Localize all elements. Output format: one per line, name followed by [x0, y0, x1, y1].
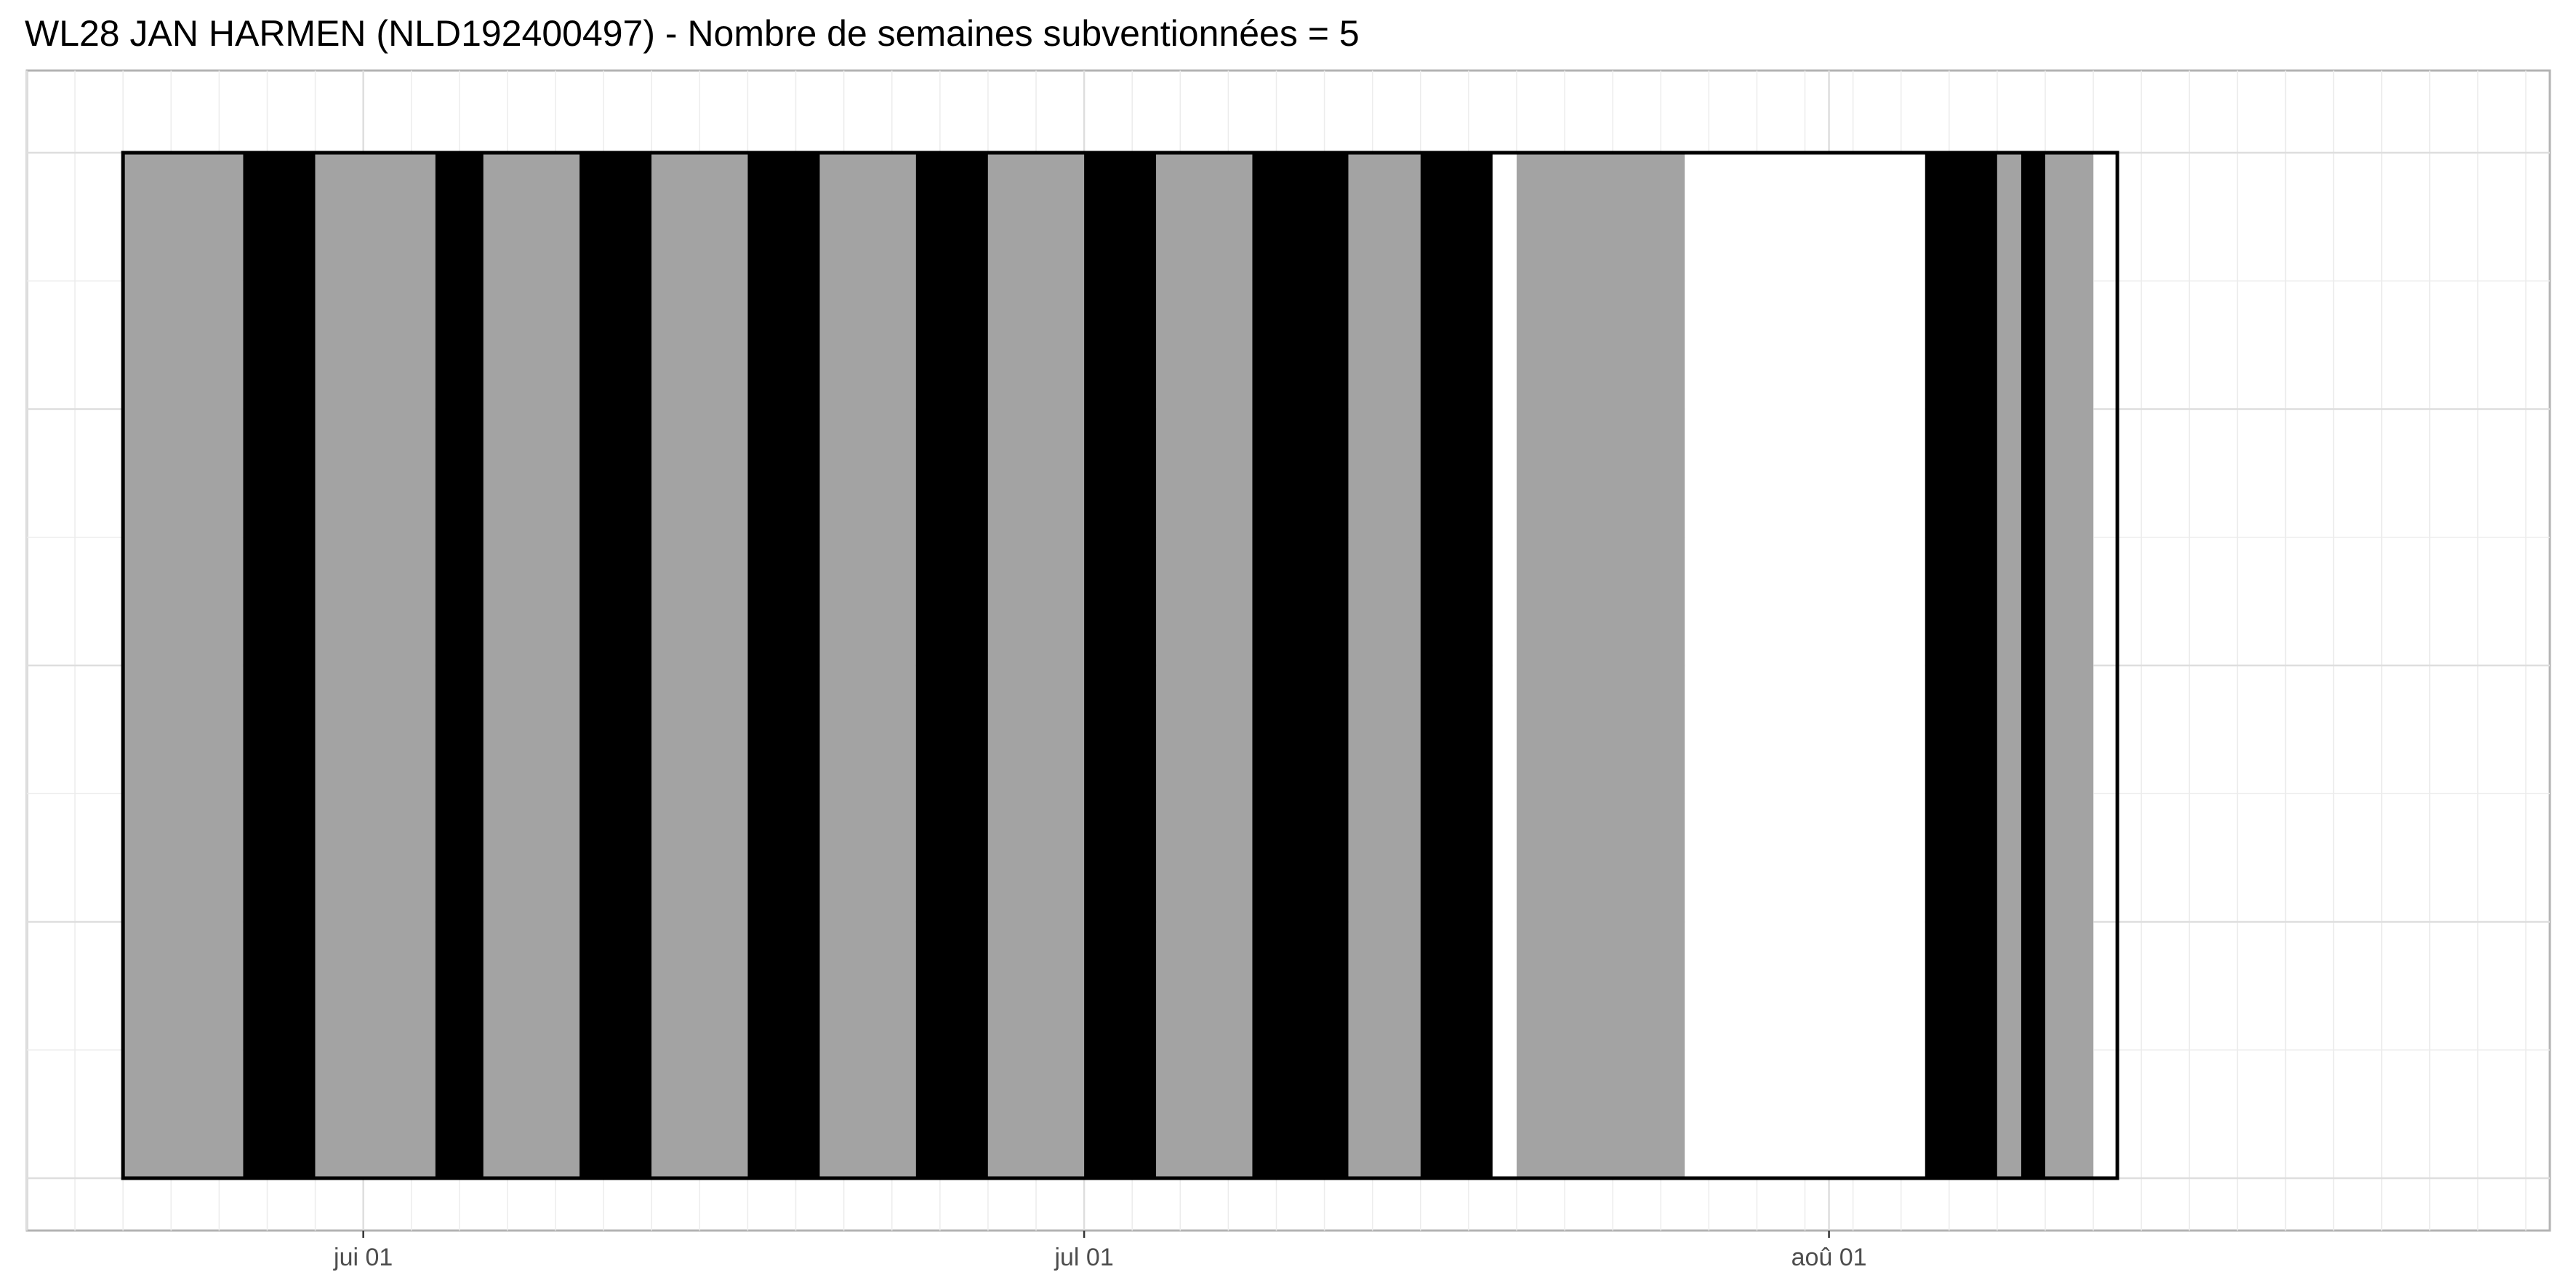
timeline-segment-gray [987, 153, 1085, 1178]
timeline-outline-group [121, 151, 2119, 1180]
timeline-segment-gray [1516, 153, 1685, 1178]
timeline-segment-black [1420, 153, 1493, 1178]
timeline-segment-gray [651, 153, 748, 1178]
timeline-segment-gray [2045, 153, 2094, 1178]
timeline-segment-black [915, 153, 988, 1178]
timeline-segment-black [1925, 153, 1997, 1178]
chart-title: WL28 JAN HARMEN (NLD192400497) - Nombre … [25, 13, 1360, 54]
timeline-segment-black [243, 153, 316, 1178]
x-axis: jui 01 jul 01 aoû 01 [333, 1231, 1867, 1271]
timeline-segments [123, 153, 2094, 1178]
timeline-segment-gray [483, 153, 580, 1178]
timeline-segment-white [1492, 153, 1517, 1178]
timeline-segment-black [747, 153, 820, 1178]
x-axis-tick-label: jui 01 [333, 1244, 393, 1271]
timeline-segment-black [2021, 153, 2045, 1178]
timeline-segment-gray [123, 153, 244, 1178]
timeline-outline [121, 151, 2119, 1180]
timeline-segment-white [1685, 153, 1925, 1178]
timeline-segment-gray [315, 153, 436, 1178]
timeline-segment-gray [1997, 153, 2021, 1178]
timeline-segment-gray [819, 153, 916, 1178]
timeline-segment-black [579, 153, 652, 1178]
timeline-segment-black [1084, 153, 1157, 1178]
timeline-segment-black [435, 153, 483, 1178]
timeline-segment-gray [1156, 153, 1253, 1178]
x-axis-tick-label: jul 01 [1054, 1244, 1113, 1271]
timeline-segment-gray [1348, 153, 1421, 1178]
x-axis-tick-label: aoû 01 [1791, 1244, 1867, 1271]
timeline-segment-black [1252, 153, 1349, 1178]
